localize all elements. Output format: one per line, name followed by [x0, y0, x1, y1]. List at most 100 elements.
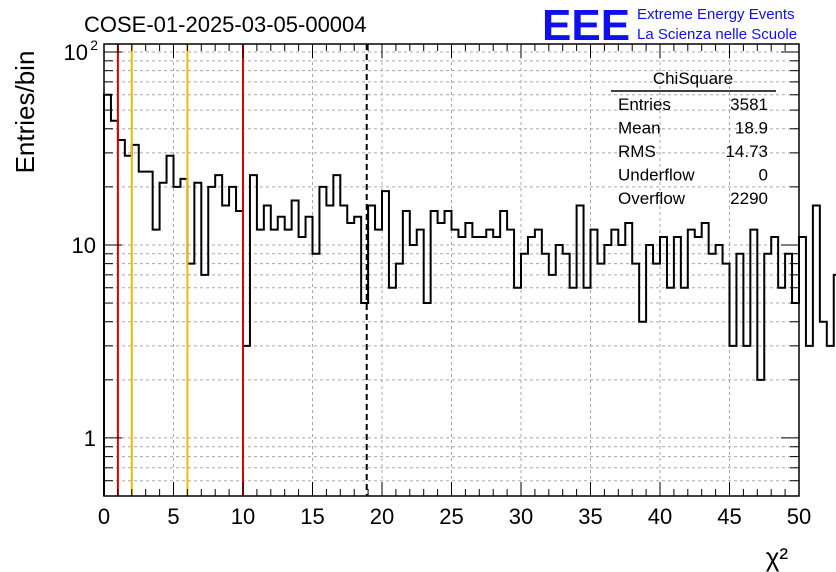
chart-title: COSE-01-2025-03-05-00004	[84, 12, 367, 37]
logo-mark: EEE	[542, 1, 630, 50]
histogram-bin	[160, 183, 167, 496]
histogram-bin	[118, 140, 125, 496]
histogram-bin	[424, 303, 431, 496]
histogram-bin	[591, 230, 598, 496]
histogram-bin	[403, 211, 410, 496]
x-tick-label: 45	[717, 504, 741, 529]
histogram-bin	[111, 121, 118, 496]
histogram-bin	[285, 230, 292, 496]
histogram-bin	[396, 264, 403, 496]
histogram-bin	[292, 200, 299, 496]
histogram-bin	[319, 187, 326, 496]
histogram-bin	[723, 264, 730, 496]
histogram-bin	[299, 237, 306, 496]
histogram-bin	[611, 230, 618, 496]
x-tick-label: 35	[578, 504, 602, 529]
stats-rows: Entries 3581 Mean 18.9 RMS 14.73 Underflow 0 Ove…	[618, 95, 768, 208]
histogram-bin	[820, 322, 827, 496]
histogram-bin	[736, 254, 743, 496]
histogram-bin	[174, 187, 181, 496]
x-axis-label: χ²	[766, 542, 789, 572]
histogram-bin	[236, 211, 243, 496]
histogram-bin	[389, 288, 396, 496]
stats-name: ChiSquare	[653, 69, 733, 88]
histogram-bin	[125, 156, 132, 496]
y-tick-label: 10	[72, 233, 96, 258]
y-tick-label: 10	[64, 40, 88, 65]
histogram-bin	[167, 156, 174, 496]
histogram-bin	[639, 322, 646, 496]
x-tick-label: 40	[648, 504, 672, 529]
histogram-bin	[799, 237, 806, 496]
histogram-bin	[431, 211, 438, 496]
stats-row-value: 14.73	[725, 142, 768, 161]
histogram-bin	[549, 275, 556, 496]
reference-lines	[116, 44, 368, 496]
histogram-bin	[187, 264, 194, 496]
logo-line-2: La Scienza nelle Scuole	[637, 26, 797, 43]
histogram-bin	[208, 187, 215, 496]
histogram-bin	[743, 346, 750, 496]
histogram-bin	[458, 237, 465, 496]
histogram-bin	[604, 245, 611, 496]
histogram-bin	[180, 179, 187, 496]
stats-row-label: Mean	[618, 119, 661, 138]
histogram-bin	[229, 187, 236, 496]
histogram-bin	[674, 237, 681, 496]
histogram-bin	[695, 237, 702, 496]
histogram-series	[103, 93, 836, 496]
histogram-bin	[709, 254, 716, 496]
histogram-bin	[333, 175, 340, 496]
histogram-bin	[452, 230, 459, 496]
x-tick-label: 25	[439, 504, 463, 529]
stats-row-label: Underflow	[618, 166, 695, 185]
histogram-bin	[250, 175, 257, 496]
histogram-bin	[153, 230, 160, 496]
histogram-bin	[792, 303, 799, 496]
histogram-bin	[486, 230, 493, 496]
y-tick-exponent: 2	[90, 37, 98, 53]
stats-box: ChiSquare Entries 3581 Mean 18.9 RMS 14.73 Und…	[611, 69, 776, 208]
histogram-bin	[618, 245, 625, 496]
stats-row-value: 2290	[730, 189, 768, 208]
histogram-bin	[194, 183, 201, 496]
histogram-bin	[326, 206, 333, 496]
histogram-bin	[243, 346, 250, 496]
histogram-bin	[472, 237, 479, 496]
histogram-bin	[535, 230, 542, 496]
histogram-bin	[500, 211, 507, 496]
histogram-bin	[507, 230, 514, 496]
histogram-bin	[542, 254, 549, 496]
x-tick-label: 20	[370, 504, 394, 529]
histogram-bin	[778, 288, 785, 496]
histogram-bin	[445, 211, 452, 496]
histogram-bin	[438, 223, 445, 496]
x-axis-ticks: 0 5 10 15 20 25 30 35 40 45 50	[98, 44, 811, 529]
histogram-bin	[646, 245, 653, 496]
histogram-bin	[730, 346, 737, 496]
stats-row-value: 3581	[730, 95, 768, 114]
histogram-bin	[750, 230, 757, 496]
histogram-bin	[347, 223, 354, 496]
grid-lines	[104, 44, 799, 496]
histogram-bin	[563, 254, 570, 496]
histogram-bin	[382, 191, 389, 496]
histogram-bin	[813, 206, 820, 496]
histogram-bin	[340, 206, 347, 496]
x-tick-label: 15	[300, 504, 324, 529]
histogram-bin	[146, 172, 153, 496]
histogram-bin	[139, 172, 146, 496]
histogram-bin	[257, 230, 264, 496]
histogram-bin	[688, 230, 695, 496]
histogram-bin	[306, 217, 313, 496]
histogram-bin	[702, 223, 709, 496]
x-tick-label: 30	[509, 504, 533, 529]
histogram-bin	[222, 206, 229, 496]
stats-row-label: RMS	[618, 142, 656, 161]
histogram-bin	[771, 237, 778, 496]
stats-row-value: 0	[759, 166, 768, 185]
histogram-bin	[681, 288, 688, 496]
histogram-bin	[104, 95, 111, 496]
histogram-bin	[132, 145, 139, 496]
